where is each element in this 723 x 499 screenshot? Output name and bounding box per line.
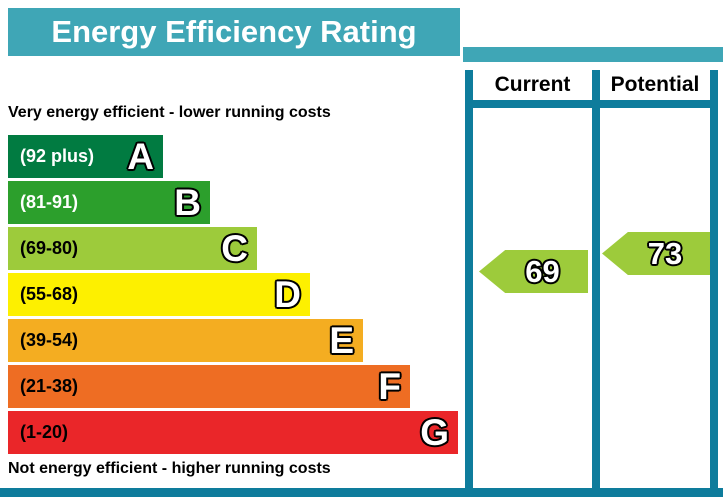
band-range-label: (92 plus) bbox=[20, 146, 95, 166]
band-row-e: (39-54) E bbox=[8, 319, 363, 362]
potential-arrow: 73 bbox=[602, 232, 710, 275]
title-bar: Energy Efficiency Rating bbox=[8, 8, 460, 56]
band-letter: F bbox=[378, 366, 401, 407]
band-row-a: (92 plus) A bbox=[8, 135, 163, 178]
band-letter: D bbox=[274, 274, 301, 315]
band-row-d: (55-68) D bbox=[8, 273, 310, 316]
band-letter: E bbox=[329, 320, 354, 361]
table-top-strip bbox=[463, 47, 723, 62]
bottom-caption: Not energy efficient - higher running co… bbox=[8, 460, 331, 477]
band-row-f: (21-38) F bbox=[8, 365, 410, 408]
band-letter: B bbox=[174, 182, 201, 223]
band-range-label: (39-54) bbox=[20, 330, 79, 350]
table-right-border bbox=[710, 70, 718, 497]
potential-rating-value: 73 bbox=[647, 236, 683, 271]
band-row-g: (1-20) G bbox=[8, 411, 458, 454]
table-bottom-bar bbox=[0, 488, 723, 497]
band-row-c: (69-80) C bbox=[8, 227, 257, 270]
page-title: Energy Efficiency Rating bbox=[51, 14, 417, 49]
rating-bands: (92 plus) A (81-91) B (69-80) C (55-68) … bbox=[8, 135, 468, 457]
current-rating-value: 69 bbox=[525, 254, 560, 289]
band-range-label: (1-20) bbox=[20, 422, 69, 442]
band-letter: C bbox=[221, 228, 248, 269]
table-column-divider bbox=[592, 70, 600, 497]
band-range-label: (21-38) bbox=[20, 376, 79, 396]
band-range-label: (69-80) bbox=[20, 238, 79, 258]
current-arrow: 69 bbox=[479, 250, 588, 293]
table-left-border bbox=[465, 70, 473, 497]
band-range-label: (81-91) bbox=[20, 192, 79, 212]
band-letter: A bbox=[127, 136, 154, 177]
band-letter: G bbox=[420, 412, 449, 453]
table-header-underline bbox=[465, 100, 718, 108]
band-range-label: (55-68) bbox=[20, 284, 79, 304]
potential-column-header: Potential bbox=[610, 73, 700, 96]
band-row-b: (81-91) B bbox=[8, 181, 210, 224]
current-column-header: Current bbox=[494, 73, 571, 96]
top-caption: Very energy efficient - lower running co… bbox=[8, 104, 331, 121]
